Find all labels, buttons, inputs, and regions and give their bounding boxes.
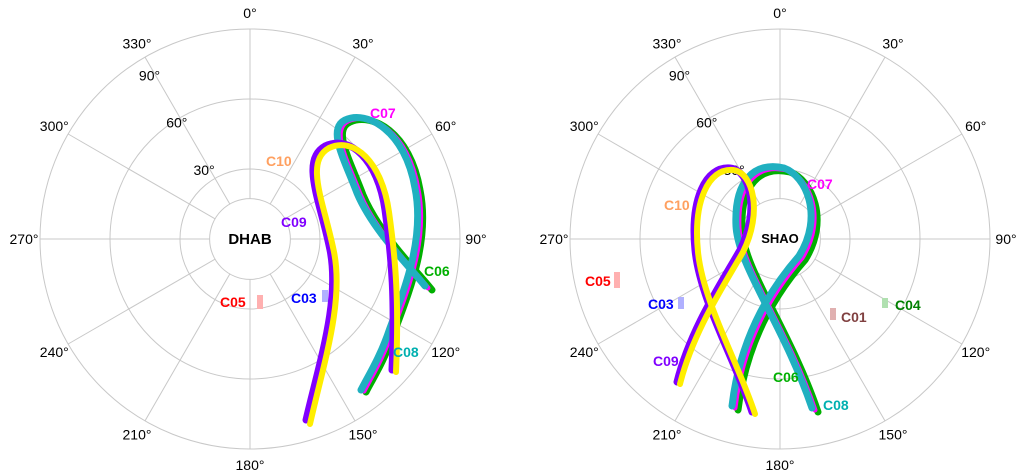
azimuth-label: 60° — [965, 118, 986, 134]
azimuth-label: 120° — [431, 344, 460, 360]
satellite-label-c08: C08 — [393, 344, 419, 360]
grid-spoke — [269, 273, 356, 422]
azimuth-label: 180° — [236, 457, 265, 473]
satellite-label-c01: C01 — [841, 309, 867, 325]
elevation-label: 90° — [669, 67, 690, 83]
grid-spoke — [67, 258, 216, 345]
elevation-label: 30° — [194, 162, 215, 178]
polar-grid — [39, 28, 461, 450]
track-c03 — [678, 297, 684, 309]
grid-spoke — [674, 273, 761, 422]
satellite-label-c05: C05 — [585, 273, 611, 289]
station-label: SHAO — [761, 231, 799, 246]
satellite-label-c09: C09 — [653, 353, 679, 369]
skyplot-shao: 0° 30° 60° 90° 120° 150° 180° 210° 240° 270° 300° 3… — [540, 5, 1017, 473]
azimuth-label: 90° — [465, 231, 486, 247]
satellite-label-c03: C03 — [648, 296, 674, 312]
azimuth-tick-labels: 0° 30° 60° 90° 120° 150° 180° 210° 240° 270° 300° 3… — [540, 5, 1017, 473]
grid-spoke — [67, 133, 216, 220]
azimuth-label: 240° — [40, 344, 69, 360]
azimuth-label: 300° — [570, 118, 599, 134]
satellite-label-c06: C06 — [773, 369, 799, 385]
grid-spoke — [814, 258, 963, 345]
satellite-label-c08: C08 — [823, 397, 849, 413]
azimuth-label: 30° — [882, 35, 903, 51]
azimuth-label: 210° — [653, 427, 682, 443]
satellite-label-c06: C06 — [424, 263, 450, 279]
skyplot-dhab: 0° 30° 60° 90° 120° 150° 180° 210° 240° 270° 300° 3… — [10, 5, 487, 473]
azimuth-tick-labels: 0° 30° 60° 90° 120° 150° 180° 210° 240° 270° 300° 3… — [10, 5, 487, 473]
station-label: DHAB — [228, 231, 271, 248]
azimuth-label: 0° — [243, 5, 256, 21]
azimuth-label: 30° — [352, 35, 373, 51]
azimuth-label: 240° — [570, 344, 599, 360]
track-c05 — [614, 272, 620, 288]
azimuth-label: 0° — [773, 5, 786, 21]
satellite-label-c10: C10 — [664, 197, 690, 213]
azimuth-label: 270° — [540, 231, 569, 247]
satellite-labels: C07 C10 C05 C03 C01 C04 C09 C06 C08 — [585, 176, 921, 413]
satellite-label-c09: C09 — [281, 214, 307, 230]
azimuth-label: 150° — [879, 427, 908, 443]
grid-spoke — [144, 56, 231, 205]
elevation-tick-labels: 30°60°90° — [669, 67, 745, 178]
elevation-label: 90° — [139, 67, 160, 83]
track-c01 — [830, 308, 836, 320]
satellite-tracks — [614, 163, 888, 417]
azimuth-label: 180° — [766, 457, 795, 473]
satellite-label-c10: C10 — [266, 153, 292, 169]
grid-spoke — [799, 273, 886, 422]
track-c04 — [882, 298, 888, 308]
satellite-label-c07: C07 — [807, 176, 833, 192]
track-c03 — [322, 290, 328, 302]
track-c09 — [302, 139, 397, 424]
grid-spoke — [814, 133, 963, 220]
azimuth-label: 120° — [961, 344, 990, 360]
azimuth-label: 60° — [435, 118, 456, 134]
grid-spoke — [799, 56, 886, 205]
track-c08 — [728, 163, 816, 412]
azimuth-label: 270° — [10, 231, 39, 247]
azimuth-label: 330° — [123, 35, 152, 51]
grid-spoke — [269, 56, 356, 205]
azimuth-label: 300° — [40, 118, 69, 134]
grid-spoke — [284, 258, 433, 345]
track-c10 — [677, 166, 758, 417]
satellite-labels: C07 C10 C09 C06 C05 C03 C08 — [220, 105, 450, 360]
grid-spoke — [597, 133, 746, 220]
azimuth-label: 210° — [123, 427, 152, 443]
track-c05 — [257, 295, 263, 309]
azimuth-label: 330° — [653, 35, 682, 51]
grid-spoke — [144, 273, 231, 422]
satellite-label-c07: C07 — [370, 105, 396, 121]
satellite-tracks — [257, 114, 436, 427]
azimuth-label: 90° — [995, 231, 1016, 247]
satellite-label-c04: C04 — [895, 297, 921, 313]
grid-spoke — [597, 258, 746, 345]
track-c10 — [307, 142, 401, 427]
satellite-label-c05: C05 — [220, 294, 246, 310]
elevation-tick-labels: 30° 60° 90° — [139, 67, 215, 178]
azimuth-label: 150° — [349, 427, 378, 443]
elevation-label: 60° — [166, 115, 187, 131]
elevation-label: 60° — [696, 115, 717, 131]
satellite-label-c03: C03 — [291, 290, 317, 306]
